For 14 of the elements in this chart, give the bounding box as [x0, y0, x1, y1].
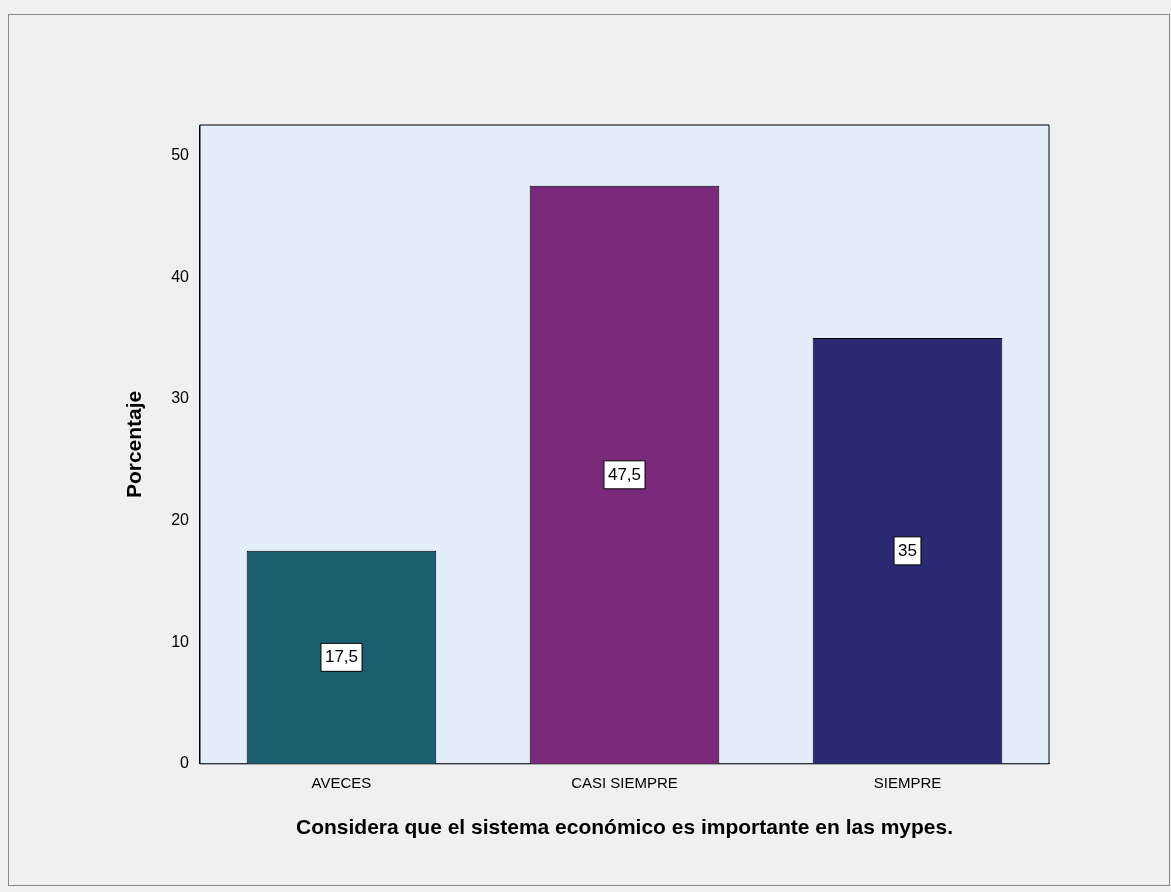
x-tick-label: CASI SIEMPRE: [571, 773, 678, 791]
y-tick-label: 20: [171, 510, 190, 528]
y-tick-label: 0: [180, 754, 190, 772]
x-axis-title: Considera que el sistema económico es importante en las mypes.: [295, 815, 954, 839]
data-label: 17,5: [324, 647, 359, 667]
y-tick-label: 10: [171, 632, 190, 650]
y-tick-label: 40: [171, 267, 190, 285]
x-tick-label: AVECES: [311, 773, 372, 791]
x-tick-label: SIEMPRE: [873, 773, 942, 791]
data-label: 47,5: [607, 464, 642, 484]
y-tick-label: 50: [171, 145, 190, 163]
y-axis-title: Porcentaje: [122, 390, 146, 499]
y-tick-label: 30: [171, 389, 190, 407]
data-label: 35: [898, 540, 917, 560]
